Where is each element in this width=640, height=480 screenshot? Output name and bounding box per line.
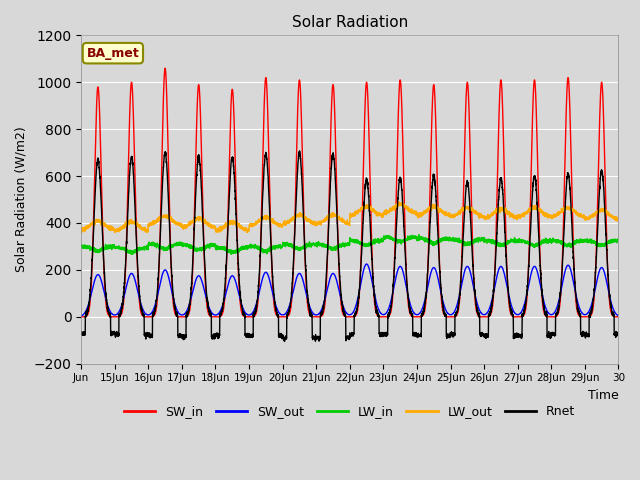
SW_out bbox=[363, 261, 371, 267]
LW_out bbox=[524, 209, 531, 215]
SW_in bbox=[399, 126, 406, 132]
LW_in bbox=[524, 239, 531, 244]
LW_in bbox=[228, 252, 236, 257]
Title: Solar Radiation: Solar Radiation bbox=[292, 15, 408, 30]
LW_in bbox=[614, 237, 622, 243]
Rnet bbox=[538, 282, 545, 288]
Rnet bbox=[281, 338, 289, 344]
SW_out bbox=[614, 313, 622, 319]
Line: LW_out: LW_out bbox=[81, 202, 618, 232]
Rnet bbox=[77, 329, 85, 335]
Line: SW_out: SW_out bbox=[81, 264, 618, 316]
LW_in bbox=[497, 240, 505, 246]
SW_in bbox=[77, 314, 85, 320]
Rnet bbox=[370, 287, 378, 292]
LW_in bbox=[415, 232, 422, 238]
Line: LW_in: LW_in bbox=[81, 235, 618, 254]
SW_out bbox=[399, 267, 406, 273]
SW_in bbox=[370, 288, 378, 294]
SW_out bbox=[77, 313, 85, 319]
Text: BA_met: BA_met bbox=[86, 47, 140, 60]
LW_out bbox=[77, 226, 85, 232]
Rnet bbox=[524, 283, 531, 289]
SW_in bbox=[524, 287, 531, 293]
LW_in bbox=[399, 239, 406, 245]
SW_out bbox=[524, 288, 531, 294]
X-axis label: Time: Time bbox=[588, 389, 618, 402]
LW_out bbox=[614, 215, 622, 221]
Rnet bbox=[189, 263, 196, 269]
Y-axis label: Solar Radiation (W/m2): Solar Radiation (W/m2) bbox=[15, 127, 28, 273]
LW_out bbox=[399, 201, 406, 207]
Rnet bbox=[497, 177, 505, 183]
LW_in bbox=[189, 243, 196, 249]
SW_out bbox=[370, 287, 378, 293]
LW_out bbox=[538, 209, 545, 215]
SW_out bbox=[189, 289, 196, 295]
SW_in bbox=[497, 77, 505, 83]
LW_out bbox=[395, 199, 403, 204]
Rnet bbox=[296, 148, 303, 154]
Legend: SW_in, SW_out, LW_in, LW_out, Rnet: SW_in, SW_out, LW_in, LW_out, Rnet bbox=[119, 400, 580, 423]
Line: Rnet: Rnet bbox=[81, 151, 618, 341]
LW_in bbox=[538, 239, 545, 245]
LW_in bbox=[77, 243, 85, 249]
SW_in bbox=[614, 314, 622, 320]
SW_out bbox=[497, 264, 505, 269]
SW_in bbox=[161, 65, 169, 71]
Rnet bbox=[614, 331, 622, 336]
LW_out bbox=[143, 229, 151, 235]
LW_out bbox=[370, 206, 378, 212]
LW_out bbox=[189, 218, 196, 224]
SW_in bbox=[538, 285, 545, 290]
LW_in bbox=[370, 241, 378, 247]
Line: SW_in: SW_in bbox=[81, 68, 618, 317]
Rnet bbox=[399, 199, 406, 205]
SW_out bbox=[538, 288, 545, 293]
LW_out bbox=[497, 205, 505, 211]
SW_in bbox=[189, 268, 196, 274]
